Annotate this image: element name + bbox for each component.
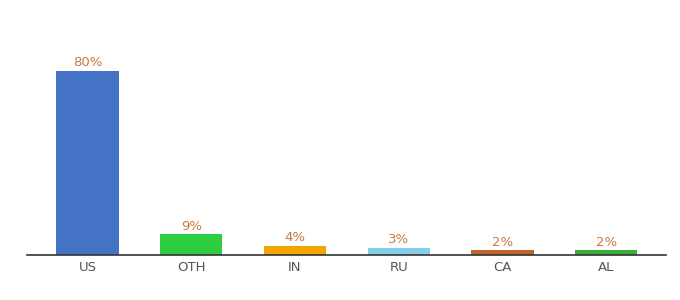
Bar: [264, 246, 326, 255]
Text: 3%: 3%: [388, 233, 409, 247]
Bar: [160, 234, 222, 255]
Text: 4%: 4%: [284, 231, 305, 244]
Text: 9%: 9%: [181, 220, 202, 232]
Bar: [56, 70, 118, 255]
Bar: [368, 248, 430, 255]
Bar: [575, 250, 637, 255]
Text: 80%: 80%: [73, 56, 102, 69]
Bar: [471, 250, 534, 255]
Text: 2%: 2%: [596, 236, 617, 249]
Text: 2%: 2%: [492, 236, 513, 249]
